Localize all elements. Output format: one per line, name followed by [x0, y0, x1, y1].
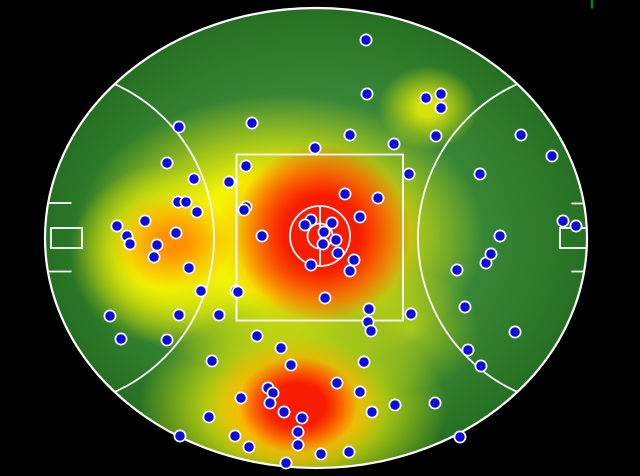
data-point: [329, 233, 343, 247]
data-point: [110, 219, 124, 233]
data-point: [138, 214, 152, 228]
data-point: [365, 405, 379, 419]
data-point: [317, 225, 331, 239]
data-point: [461, 343, 475, 357]
data-point: [316, 237, 330, 251]
data-point: [150, 238, 164, 252]
data-point: [237, 203, 251, 217]
data-point: [222, 175, 236, 189]
data-point: [556, 214, 570, 228]
data-point: [450, 263, 464, 277]
data-point: [434, 87, 448, 101]
data-point: [212, 308, 226, 322]
data-point: [359, 33, 373, 47]
data-point: [569, 219, 583, 233]
data-point: [239, 159, 253, 173]
data-point: [357, 355, 371, 369]
data-point: [331, 246, 345, 260]
goal-square-left: [50, 227, 83, 249]
data-point: [114, 332, 128, 346]
data-point: [255, 229, 269, 243]
data-point: [474, 359, 488, 373]
data-point: [245, 116, 259, 130]
data-point: [360, 87, 374, 101]
data-point: [279, 456, 293, 470]
data-point: [291, 438, 305, 452]
data-point: [308, 141, 322, 155]
data-point: [545, 149, 559, 163]
data-point: [493, 229, 507, 243]
data-point: [277, 405, 291, 419]
data-point: [404, 307, 418, 321]
data-point: [304, 258, 318, 272]
heat-blob-red-bottom: [238, 357, 358, 453]
data-point: [160, 156, 174, 170]
data-point: [250, 329, 264, 343]
data-point: [190, 205, 204, 219]
data-point: [453, 430, 467, 444]
data-point: [194, 284, 208, 298]
data-point: [362, 302, 376, 316]
data-point: [284, 358, 298, 372]
data-point: [295, 411, 309, 425]
data-point: [182, 261, 196, 275]
data-point: [187, 172, 201, 186]
data-point: [428, 396, 442, 410]
data-point: [172, 308, 186, 322]
data-point: [419, 91, 433, 105]
data-point: [458, 300, 472, 314]
data-point: [318, 291, 332, 305]
data-point: [387, 137, 401, 151]
centre-square: [235, 153, 404, 322]
data-point: [202, 410, 216, 424]
data-point: [343, 128, 357, 142]
data-point: [429, 129, 443, 143]
data-point: [263, 396, 277, 410]
data-point: [205, 354, 219, 368]
data-point: [103, 309, 117, 323]
data-point: [234, 391, 248, 405]
fifty-metre-arc-left: [46, 68, 215, 408]
data-point: [172, 120, 186, 134]
data-point: [173, 429, 187, 443]
data-point: [123, 237, 137, 251]
data-point: [298, 218, 312, 232]
heat-blob-yellow-top: [378, 66, 478, 150]
data-point: [402, 167, 416, 181]
data-point: [508, 325, 522, 339]
data-point: [342, 445, 356, 459]
data-point: [473, 167, 487, 181]
data-point: [388, 398, 402, 412]
data-point: [169, 226, 183, 240]
data-point: [338, 187, 352, 201]
boundary-line: [43, 6, 589, 470]
data-point: [353, 385, 367, 399]
data-point: [314, 447, 328, 461]
data-point: [231, 285, 245, 299]
data-point: [347, 253, 361, 267]
data-point: [343, 264, 357, 278]
data-point: [484, 247, 498, 261]
data-point: [179, 195, 193, 209]
data-point: [364, 324, 378, 338]
data-point: [434, 101, 448, 115]
scatter-points-layer: [103, 33, 583, 470]
data-point: [228, 429, 242, 443]
data-point: [371, 191, 385, 205]
fifty-metre-arc-right: [417, 68, 586, 408]
data-point: [325, 216, 339, 230]
data-point: [330, 376, 344, 390]
data-point: [242, 440, 256, 454]
data-point: [353, 210, 367, 224]
data-point: [160, 333, 174, 347]
data-point: [514, 128, 528, 142]
data-point: [291, 425, 305, 439]
data-point: [274, 341, 288, 355]
data-point: [147, 250, 161, 264]
